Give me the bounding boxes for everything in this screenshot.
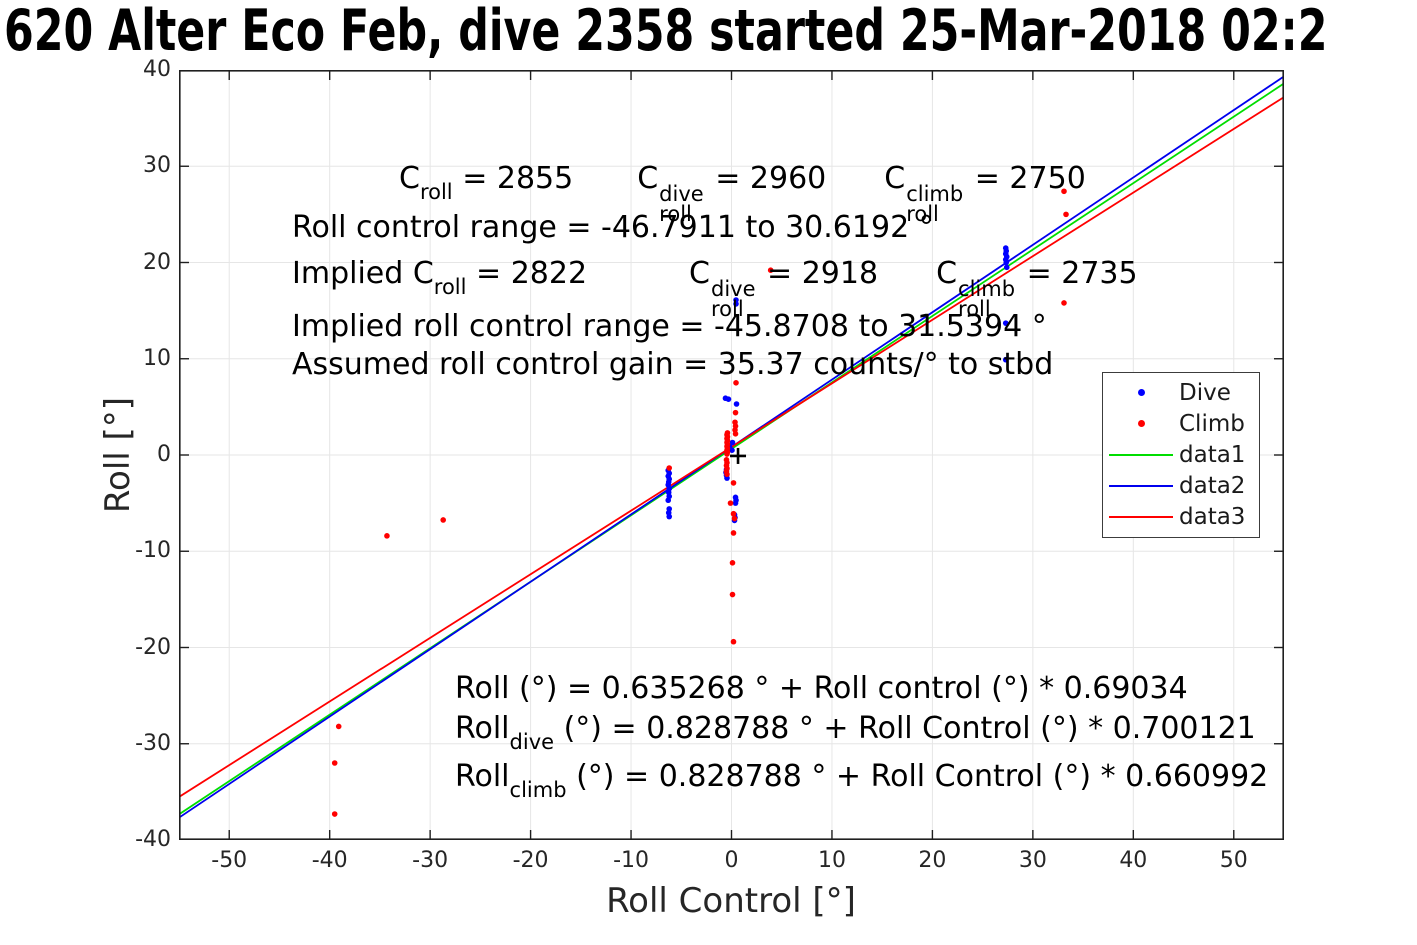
y-tick-label: 30 — [143, 153, 171, 179]
dive-marker-icon — [1103, 389, 1179, 397]
annotation-implied-range: Implied roll control range = -45.8708 to… — [292, 309, 1047, 344]
x-tick-label: -30 — [412, 848, 449, 873]
x-tick-label: 10 — [817, 848, 846, 873]
y-tick-label: -20 — [135, 634, 171, 660]
c-roll-term: Croll = 2855 — [399, 161, 574, 204]
legend-label: data3 — [1179, 504, 1246, 531]
x-tick-label: 0 — [724, 848, 739, 873]
legend-item-data1: data1 — [1103, 439, 1259, 470]
legend-label: data1 — [1179, 441, 1246, 468]
legend-item-climb: Climb — [1103, 408, 1259, 439]
data1-line-icon — [1103, 453, 1179, 456]
legend: Dive Climb data1 data2 data3 — [1102, 372, 1260, 538]
x-tick-label: -20 — [512, 848, 549, 873]
y-tick-label: 20 — [143, 249, 171, 275]
axes-box — [179, 70, 1284, 840]
legend-item-data3: data3 — [1103, 502, 1259, 533]
legend-label: data2 — [1179, 473, 1246, 500]
data3-line-icon — [1103, 516, 1179, 519]
legend-label: Climb — [1179, 410, 1245, 437]
y-tick-label: 10 — [143, 345, 171, 371]
data2-line-icon — [1103, 485, 1179, 488]
y-tick-label: -10 — [135, 538, 171, 564]
climb-marker-icon — [1103, 420, 1179, 428]
y-tick-label: 0 — [157, 442, 171, 467]
x-tick-label: 40 — [1119, 848, 1148, 873]
legend-label: Dive — [1179, 379, 1231, 406]
y-tick-label: 40 — [143, 57, 171, 82]
plot-canvas — [179, 70, 1284, 840]
annotation-roll-control-range: Roll control range = -46.7911 to 30.6192… — [292, 210, 934, 245]
x-tick-label: 50 — [1219, 848, 1248, 873]
legend-item-data2: data2 — [1103, 471, 1259, 502]
x-axis-label: Roll Control [°] — [606, 881, 856, 921]
origin-plus-marker — [730, 447, 747, 464]
annotation-gain: Assumed roll control gain = 35.37 counts… — [292, 347, 1054, 382]
plot-title: 620 Alter Eco Feb, dive 2358 started 25-… — [4, 0, 1328, 64]
implied-c-roll-term: Implied Croll = 2822 — [292, 256, 588, 299]
annotation-fit-equation-climb: Rollclimb (°) = 0.828788 ° + Roll Contro… — [455, 759, 1269, 802]
y-tick-label: -30 — [135, 730, 171, 756]
x-tick-label: -10 — [613, 848, 649, 873]
gridlines — [179, 70, 1284, 840]
legend-item-dive: Dive — [1103, 377, 1259, 408]
x-tick-label: 20 — [918, 848, 947, 873]
annotation-fit-equation-all: Roll (°) = 0.635268 ° + Roll control (°)… — [455, 671, 1188, 706]
annotation-fit-equation-dive: Rolldive (°) = 0.828788 ° + Roll Control… — [455, 711, 1256, 754]
x-tick-label: 30 — [1018, 848, 1047, 873]
x-tick-label: -40 — [311, 848, 348, 873]
y-tick-label: -40 — [135, 827, 171, 852]
series-climb — [331, 188, 1069, 817]
x-tick-label: -50 — [211, 848, 248, 873]
plot-area — [179, 70, 1284, 840]
